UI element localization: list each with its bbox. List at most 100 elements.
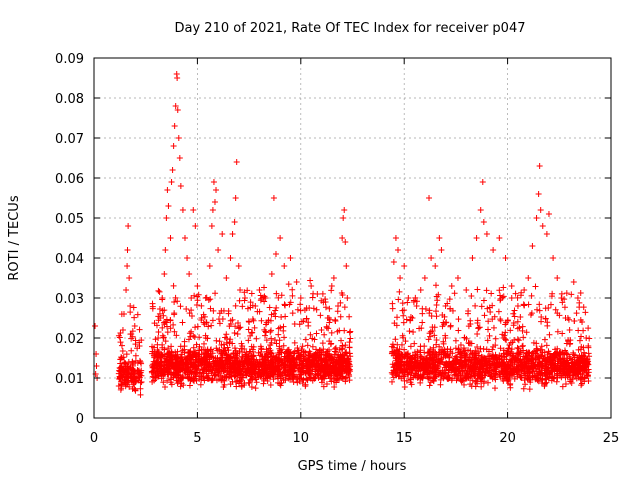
data-point	[229, 340, 236, 347]
data-point	[92, 323, 99, 329]
data-point	[276, 343, 283, 350]
data-point	[390, 374, 397, 381]
data-point	[174, 360, 181, 367]
data-point	[418, 353, 425, 360]
data-point	[165, 203, 172, 209]
data-point	[500, 377, 507, 384]
data-point	[239, 303, 246, 310]
data-point	[320, 383, 327, 390]
data-point	[187, 333, 194, 340]
data-point	[401, 346, 408, 353]
data-point	[177, 383, 184, 390]
y-tick-label: 0.02	[55, 332, 84, 347]
data-point	[307, 353, 314, 360]
data-point	[525, 366, 532, 373]
data-point	[465, 347, 472, 354]
data-point	[199, 360, 206, 367]
data-point	[290, 379, 297, 386]
data-point	[217, 372, 224, 379]
data-point	[519, 327, 526, 334]
data-point	[177, 366, 184, 373]
data-point	[549, 374, 556, 381]
data-point	[427, 348, 434, 355]
data-point	[190, 363, 197, 369]
data-point	[565, 338, 572, 345]
data-point	[430, 378, 437, 385]
data-point	[557, 348, 564, 355]
data-point	[274, 372, 281, 379]
data-point	[337, 313, 344, 320]
data-point	[281, 362, 288, 369]
data-point	[414, 348, 421, 355]
data-point	[501, 332, 508, 339]
data-point	[436, 358, 443, 365]
y-tick-label: 0.07	[55, 132, 84, 147]
data-point	[345, 370, 352, 377]
data-point	[484, 337, 491, 344]
data-point	[322, 304, 329, 311]
data-point	[478, 374, 485, 381]
data-point	[311, 357, 318, 364]
data-point	[320, 372, 327, 379]
data-point	[497, 317, 504, 324]
data-point	[474, 343, 481, 350]
data-point	[486, 361, 493, 368]
data-point	[336, 327, 343, 334]
data-point	[244, 287, 251, 294]
data-point	[164, 329, 171, 336]
data-point	[319, 290, 326, 297]
data-point	[174, 75, 181, 81]
data-point	[215, 363, 222, 370]
data-point	[442, 303, 449, 309]
data-point	[554, 275, 561, 281]
data-point	[432, 372, 439, 379]
data-point	[333, 379, 340, 386]
data-point	[585, 343, 592, 349]
data-point	[469, 255, 476, 261]
data-point	[432, 263, 439, 269]
data-point	[242, 357, 249, 364]
data-point	[314, 367, 321, 374]
x-tick-label: 20	[499, 431, 516, 446]
data-point	[216, 346, 223, 353]
data-point	[330, 275, 337, 281]
data-point	[115, 383, 122, 389]
data-point	[341, 207, 348, 213]
data-point	[490, 343, 497, 350]
data-point	[319, 375, 326, 382]
data-point	[134, 311, 141, 318]
data-point	[239, 342, 246, 349]
data-point	[192, 223, 199, 229]
data-point	[289, 375, 296, 382]
data-point	[118, 372, 125, 379]
data-point	[310, 374, 317, 381]
data-point	[149, 305, 156, 312]
data-point	[251, 324, 258, 331]
data-point	[504, 317, 511, 324]
data-point	[126, 275, 133, 281]
data-point	[184, 255, 191, 261]
data-point	[168, 376, 175, 383]
data-point	[267, 341, 274, 348]
y-tick-label: 0.09	[55, 52, 84, 67]
data-point	[200, 370, 207, 377]
data-point	[573, 310, 580, 317]
x-tick-label: 5	[193, 431, 201, 446]
x-tick-label: 25	[603, 431, 620, 446]
data-point	[339, 292, 346, 299]
data-point	[545, 211, 552, 217]
data-point	[231, 345, 238, 352]
data-point	[551, 352, 558, 359]
data-point	[129, 385, 136, 392]
data-point	[483, 359, 490, 366]
data-point	[388, 350, 395, 357]
data-point	[346, 329, 353, 336]
data-point	[428, 255, 435, 261]
data-point	[172, 103, 179, 109]
data-point	[574, 369, 581, 376]
data-point	[568, 379, 575, 386]
data-point	[451, 357, 458, 364]
data-point	[273, 355, 280, 362]
data-point	[128, 347, 135, 354]
data-point	[273, 354, 280, 361]
